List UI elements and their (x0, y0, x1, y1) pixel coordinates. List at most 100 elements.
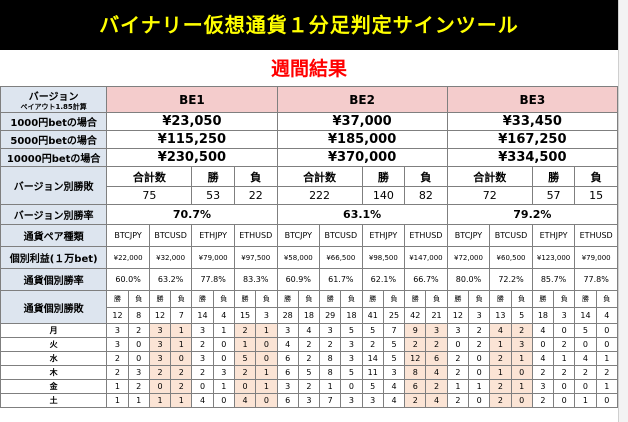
daily-cell[interactable]: 1 (212, 323, 235, 338)
bet-1000-row-label[interactable]: 1000円betの場合 (0, 112, 108, 131)
daily-cell[interactable]: 1 (489, 337, 512, 352)
pair-losses[interactable]: 18 (340, 307, 363, 324)
daily-cell[interactable]: 0 (340, 379, 363, 394)
total-value[interactable]: 75 (106, 186, 193, 205)
daily-cell[interactable]: 2 (489, 351, 512, 366)
losses-value[interactable]: 22 (233, 186, 278, 205)
daily-cell[interactable]: 4 (382, 379, 406, 394)
daily-cell[interactable]: 2 (233, 365, 257, 380)
pair-losses[interactable]: 25 (382, 307, 406, 324)
daily-cell[interactable]: 2 (595, 365, 619, 380)
daily-cell[interactable]: 2 (489, 393, 512, 408)
daily-cell[interactable]: 1 (127, 393, 150, 408)
bet-10000-row-value[interactable]: ¥230,500 (106, 148, 278, 167)
pair-loss-header[interactable]: 負 (297, 290, 321, 308)
daily-cell[interactable]: 2 (106, 351, 129, 366)
daily-cell[interactable]: 7 (319, 393, 342, 408)
pair-rate[interactable]: 62.1% (361, 268, 406, 291)
daily-cell[interactable]: 3 (297, 393, 321, 408)
daily-cell[interactable]: 0 (148, 379, 172, 394)
day-label[interactable]: 月 (0, 323, 108, 338)
daily-cell[interactable]: 11 (361, 365, 384, 380)
pair-rate[interactable]: 61.7% (319, 268, 363, 291)
daily-cell[interactable]: 3 (531, 379, 555, 394)
bet-5000-row-value[interactable]: ¥115,250 (106, 130, 278, 149)
daily-cell[interactable]: 14 (361, 351, 384, 366)
daily-cell[interactable]: 0 (212, 351, 235, 366)
losses-value[interactable]: 82 (404, 186, 448, 205)
version-rate-value[interactable]: 63.1% (276, 204, 448, 225)
daily-cell[interactable]: 3 (276, 323, 299, 338)
pair-win-header[interactable]: 勝 (106, 290, 129, 308)
pair-losses[interactable]: 3 (255, 307, 278, 324)
pair-profit[interactable]: ¥79,000 (574, 246, 618, 269)
daily-cell[interactable]: 0 (510, 393, 533, 408)
bet-1000-row-value[interactable]: ¥23,050 (106, 112, 278, 131)
daily-cell[interactable]: 3 (319, 323, 342, 338)
daily-cell[interactable]: 2 (361, 337, 384, 352)
pair-losses[interactable]: 3 (467, 307, 491, 324)
pair-profit[interactable]: ¥32,000 (148, 246, 193, 269)
daily-cell[interactable]: 2 (531, 393, 555, 408)
daily-cell[interactable]: 2 (148, 365, 172, 380)
pair-win-header[interactable]: 勝 (233, 290, 257, 308)
daily-cell[interactable]: 2 (553, 365, 576, 380)
pair-wins[interactable]: 15 (233, 307, 257, 324)
pair-wins[interactable]: 13 (489, 307, 512, 324)
daily-cell[interactable]: 2 (319, 337, 342, 352)
pair-name[interactable]: ETHUSD (233, 224, 278, 247)
daily-cell[interactable]: 0 (531, 337, 555, 352)
version-wl-label[interactable]: バージョン別勝敗 (0, 166, 108, 205)
pair-wl-label[interactable]: 通貨個別勝敗 (0, 290, 108, 324)
pair-profit[interactable]: ¥60,500 (489, 246, 533, 269)
pair-loss-header[interactable]: 負 (127, 290, 150, 308)
daily-cell[interactable]: 3 (446, 323, 470, 338)
pair-losses[interactable]: 4 (595, 307, 619, 324)
pair-loss-header[interactable]: 負 (425, 290, 448, 308)
daily-cell[interactable]: 2 (404, 393, 427, 408)
daily-cell[interactable]: 5 (340, 323, 363, 338)
daily-cell[interactable]: 2 (510, 323, 533, 338)
daily-cell[interactable]: 3 (106, 337, 129, 352)
pair-loss-header[interactable]: 負 (510, 290, 533, 308)
daily-cell[interactable]: 1 (595, 379, 619, 394)
daily-cell[interactable]: 2 (127, 323, 150, 338)
wins-value[interactable]: 53 (191, 186, 235, 205)
version-name-be3[interactable]: BE3 (446, 86, 619, 113)
pair-rate[interactable]: 60.9% (276, 268, 321, 291)
daily-cell[interactable]: 1 (170, 337, 193, 352)
pair-loss-header[interactable]: 負 (255, 290, 278, 308)
pair-name[interactable]: BTCUSD (489, 224, 533, 247)
daily-cell[interactable]: 4 (276, 337, 299, 352)
daily-cell[interactable]: 0 (574, 379, 597, 394)
daily-cell[interactable]: 3 (425, 323, 448, 338)
daily-cell[interactable]: 1 (255, 365, 278, 380)
daily-cell[interactable]: 0 (553, 323, 576, 338)
bet-1000-row-value[interactable]: ¥37,000 (276, 112, 448, 131)
daily-cell[interactable]: 0 (233, 379, 257, 394)
pair-rate-label[interactable]: 通貨個別勝率 (0, 268, 108, 291)
daily-cell[interactable]: 3 (127, 365, 150, 380)
daily-cell[interactable]: 1 (212, 379, 235, 394)
pair-win-header[interactable]: 勝 (319, 290, 342, 308)
pair-loss-header[interactable]: 負 (340, 290, 363, 308)
daily-cell[interactable]: 2 (297, 351, 321, 366)
pair-losses[interactable]: 8 (127, 307, 150, 324)
day-label[interactable]: 土 (0, 393, 108, 408)
pair-win-header[interactable]: 勝 (276, 290, 299, 308)
bet-10000-row-label[interactable]: 10000円betの場合 (0, 148, 108, 167)
daily-cell[interactable]: 2 (446, 351, 470, 366)
daily-cell[interactable]: 6 (276, 393, 299, 408)
daily-cell[interactable]: 2 (233, 323, 257, 338)
pair-win-header[interactable]: 勝 (489, 290, 512, 308)
pair-wins[interactable]: 18 (531, 307, 555, 324)
daily-cell[interactable]: 0 (595, 393, 619, 408)
daily-cell[interactable]: 5 (297, 365, 321, 380)
daily-cell[interactable]: 5 (340, 365, 363, 380)
daily-cell[interactable]: 0 (595, 337, 619, 352)
daily-cell[interactable]: 1 (510, 351, 533, 366)
pair-rate[interactable]: 63.2% (148, 268, 193, 291)
bet-1000-row-value[interactable]: ¥33,450 (446, 112, 619, 131)
bet-5000-row-label[interactable]: 5000円betの場合 (0, 130, 108, 149)
pair-win-header[interactable]: 勝 (404, 290, 427, 308)
